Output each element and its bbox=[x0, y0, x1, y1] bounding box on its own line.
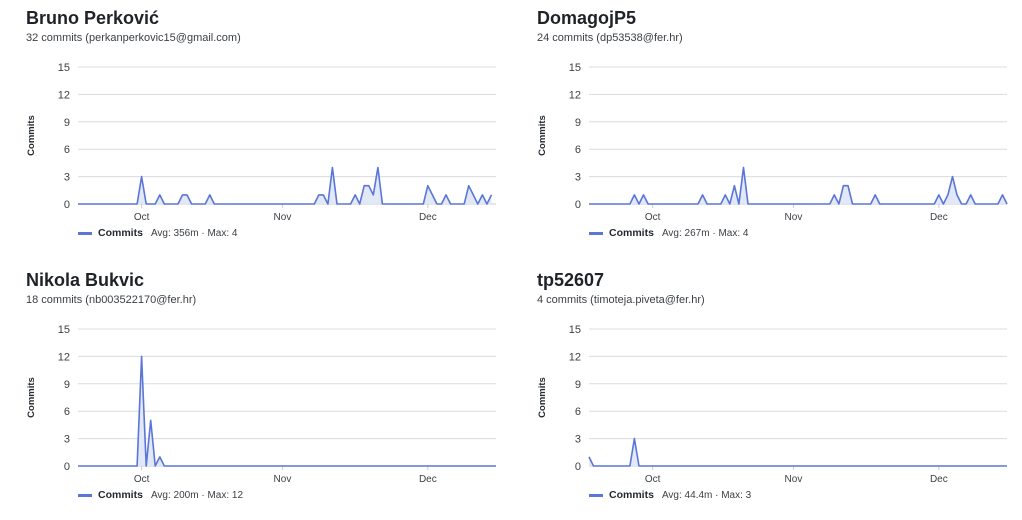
y-axis-label: Commits bbox=[537, 115, 548, 156]
x-tick-label: Dec bbox=[419, 474, 437, 485]
contributor-panel-3: Nikola Bukvic 18 commits (nb003522170@fe… bbox=[26, 270, 526, 520]
legend-stats: Avg: 44.4m · Max: 3 bbox=[661, 489, 752, 501]
y-axis-label: Commits bbox=[26, 115, 37, 156]
legend-swatch bbox=[78, 231, 92, 235]
contributor-summary: 32 commits (perkanperkovic15@gmail.com) bbox=[26, 32, 241, 44]
chart-legend[interactable]: Commits Avg: 267m · Max: 4 bbox=[589, 227, 748, 239]
legend-label: Commits bbox=[609, 489, 654, 501]
x-tick-label: Dec bbox=[419, 212, 437, 223]
contributor-name[interactable]: Nikola Bukvic bbox=[26, 270, 145, 290]
y-tick-label: 12 bbox=[58, 351, 70, 363]
y-tick-label: 3 bbox=[64, 434, 70, 446]
commits-chart: 0 3 6 9 12 15 Commits Oct Nov Dec bbox=[537, 62, 1008, 223]
y-tick-label: 15 bbox=[58, 62, 70, 74]
commits-chart: 0 3 6 9 12 15 Commits Oct Nov Dec bbox=[537, 324, 1007, 485]
y-tick-label: 9 bbox=[64, 117, 70, 129]
y-tick-label: 0 bbox=[575, 199, 581, 211]
x-tick-label: Oct bbox=[645, 212, 661, 223]
series-line bbox=[588, 437, 1007, 467]
y-tick-label: 15 bbox=[569, 324, 581, 336]
series-line bbox=[78, 166, 493, 205]
y-tick-label: 0 bbox=[575, 461, 581, 473]
contributor-summary: 24 commits (dp53538@fer.hr) bbox=[537, 32, 683, 44]
legend-stats: Avg: 267m · Max: 4 bbox=[661, 227, 749, 239]
chart-legend[interactable]: Commits Avg: 356m · Max: 4 bbox=[78, 227, 237, 239]
y-tick-label: 12 bbox=[569, 351, 581, 363]
y-axis-label: Commits bbox=[26, 377, 37, 418]
y-axis-label: Commits bbox=[537, 377, 548, 418]
y-tick-label: 6 bbox=[64, 406, 70, 418]
legend-label: Commits bbox=[98, 489, 143, 501]
y-tick-label: 6 bbox=[64, 144, 70, 156]
y-tick-label: 15 bbox=[569, 62, 581, 74]
legend-swatch bbox=[589, 231, 603, 235]
y-tick-label: 9 bbox=[575, 117, 581, 129]
contributor-name[interactable]: tp52607 bbox=[537, 270, 605, 290]
y-tick-label: 6 bbox=[575, 144, 581, 156]
y-tick-label: 0 bbox=[64, 461, 70, 473]
commits-chart: 0 3 6 9 12 15 Commits Oct Nov Dec bbox=[26, 324, 496, 485]
legend-swatch bbox=[589, 493, 603, 497]
legend-swatch bbox=[78, 493, 92, 497]
contributor-name[interactable]: DomagojP5 bbox=[537, 8, 637, 28]
y-tick-label: 12 bbox=[58, 89, 70, 101]
chart-legend[interactable]: Commits Avg: 200m · Max: 12 bbox=[78, 489, 243, 501]
legend-stats: Avg: 200m · Max: 12 bbox=[150, 489, 244, 501]
contributor-summary: 18 commits (nb003522170@fer.hr) bbox=[26, 294, 197, 306]
y-tick-label: 9 bbox=[575, 379, 581, 391]
x-tick-label: Nov bbox=[785, 474, 803, 485]
y-tick-label: 3 bbox=[64, 172, 70, 184]
chart-legend[interactable]: Commits Avg: 44.4m · Max: 3 bbox=[589, 489, 751, 501]
x-tick-label: Nov bbox=[274, 474, 292, 485]
y-tick-label: 15 bbox=[58, 324, 70, 336]
contributor-summary: 4 commits (timoteja.piveta@fer.hr) bbox=[537, 294, 705, 306]
contributor-panel-2: DomagojP5 24 commits (dp53538@fer.hr) 0 3… bbox=[537, 8, 1022, 258]
contributor-panel-4: tp52607 4 commits (timoteja.piveta@fer.h… bbox=[537, 270, 1022, 520]
series-line bbox=[78, 355, 496, 467]
x-tick-label: Oct bbox=[134, 212, 150, 223]
series-line bbox=[589, 166, 1008, 205]
x-tick-label: Nov bbox=[785, 212, 803, 223]
legend-label: Commits bbox=[609, 227, 654, 239]
x-tick-label: Oct bbox=[134, 474, 150, 485]
y-tick-label: 12 bbox=[569, 89, 581, 101]
x-tick-label: Dec bbox=[930, 212, 948, 223]
y-tick-label: 0 bbox=[64, 199, 70, 211]
contributor-name[interactable]: Bruno Perković bbox=[26, 8, 160, 28]
x-tick-label: Nov bbox=[274, 212, 292, 223]
x-tick-label: Oct bbox=[645, 474, 661, 485]
x-tick-label: Dec bbox=[930, 474, 948, 485]
y-tick-label: 3 bbox=[575, 172, 581, 184]
legend-label: Commits bbox=[98, 227, 143, 239]
y-tick-label: 9 bbox=[64, 379, 70, 391]
y-tick-label: 3 bbox=[575, 434, 581, 446]
legend-stats: Avg: 356m · Max: 4 bbox=[150, 227, 238, 239]
series-area bbox=[589, 438, 1007, 466]
series-area bbox=[589, 167, 1007, 204]
contributor-panel-1: Bruno Perković 32 commits (perkanperkovi… bbox=[26, 8, 526, 258]
y-tick-label: 6 bbox=[575, 406, 581, 418]
commits-chart: 0 3 6 9 12 15 Commits Oct Nov Dec bbox=[26, 62, 496, 223]
